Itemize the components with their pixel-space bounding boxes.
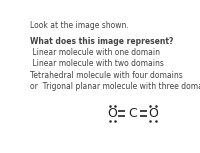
Text: Look at the image shown.: Look at the image shown. (30, 21, 128, 30)
Text: Linear molecule with two domains: Linear molecule with two domains (30, 59, 164, 68)
Text: Tetrahedral molecule with four domains: Tetrahedral molecule with four domains (30, 71, 182, 80)
Text: O: O (108, 107, 118, 120)
Text: O: O (148, 107, 158, 120)
Text: C: C (128, 107, 137, 120)
Text: What does this image represent?: What does this image represent? (30, 37, 173, 46)
Text: or  Trigonal planar molecule with three domains: or Trigonal planar molecule with three d… (30, 82, 200, 91)
Text: Linear molecule with one domain: Linear molecule with one domain (30, 48, 160, 57)
